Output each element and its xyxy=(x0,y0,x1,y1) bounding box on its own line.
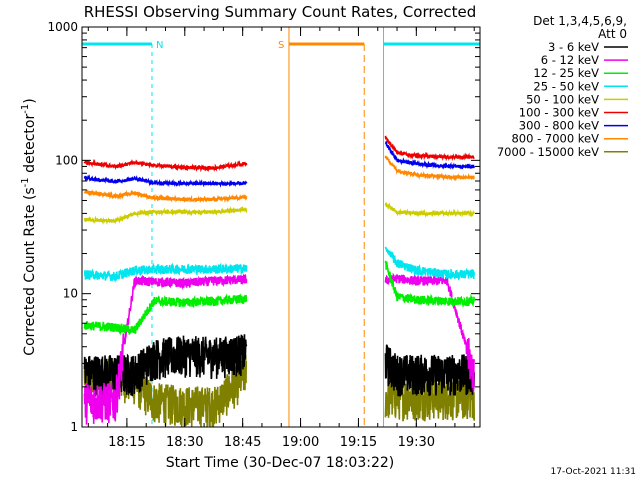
series-line xyxy=(384,260,476,309)
legend-label: 6 - 12 keV xyxy=(541,53,599,67)
y-axis-label-exponent: -1 xyxy=(20,104,31,114)
series-line xyxy=(384,139,475,170)
series-line xyxy=(384,246,476,281)
y-axis-label-part: Corrected Count Rate (s xyxy=(22,187,38,355)
flag-label: N xyxy=(156,40,163,51)
legend-header-line: Att 0 xyxy=(598,27,627,41)
series-line xyxy=(83,262,248,283)
y-axis-label-part: ) xyxy=(22,98,38,103)
series-line xyxy=(83,273,248,425)
flag-label: S xyxy=(278,40,284,51)
y-axis-label-part: detector xyxy=(22,114,38,178)
y-tick-label: 1000 xyxy=(47,20,78,34)
series-line xyxy=(83,293,248,336)
series-line xyxy=(384,344,476,397)
series-line xyxy=(83,158,248,173)
legend-header-line: Det 1,3,4,5,6,9, xyxy=(533,14,627,28)
y-tick-label: 100 xyxy=(55,153,78,167)
footer-timestamp: 17-Oct-2021 11:31 xyxy=(551,467,636,477)
series-line xyxy=(384,272,476,392)
legend-label: 3 - 6 keV xyxy=(548,40,599,54)
series-line xyxy=(83,334,248,397)
y-tick-label: 10 xyxy=(63,287,78,301)
series-line xyxy=(83,205,248,225)
x-tick-label: 19:00 xyxy=(282,435,319,450)
legend-label: 12 - 25 keV xyxy=(533,66,599,80)
legend-label: 25 - 50 keV xyxy=(533,79,599,93)
x-tick-label: 18:45 xyxy=(224,435,261,450)
legend-label: 100 - 300 keV xyxy=(519,106,599,120)
legend-label: 7000 - 15000 keV xyxy=(497,145,599,159)
chart-axes: 1 10 100 1000 18:15 18:30 18:45 19:00 19:15 19:30 xyxy=(47,20,480,450)
chart-title: RHESSI Observing Summary Count Rates, Co… xyxy=(84,3,477,21)
series-line xyxy=(384,202,475,219)
legend-label: 50 - 100 keV xyxy=(526,92,599,106)
y-tick-label: 1 xyxy=(70,420,78,434)
x-tick-label: 19:30 xyxy=(398,435,435,450)
series-line xyxy=(83,189,248,204)
x-axis-label: Start Time (30-Dec-07 18:03:22) xyxy=(166,455,394,471)
legend-label: 800 - 7000 keV xyxy=(511,132,599,146)
series-line xyxy=(384,135,475,162)
y-axis-label-exponent: -1 xyxy=(20,177,31,187)
x-tick-label: 18:15 xyxy=(108,435,145,450)
series-line xyxy=(83,174,248,188)
series-line xyxy=(384,155,475,182)
x-tick-label: 19:15 xyxy=(340,435,377,450)
x-tick-label: 18:30 xyxy=(166,435,203,450)
y-axis-label: Corrected Count Rate (s-1 detector-1) xyxy=(20,98,38,355)
legend-label: 300 - 800 keV xyxy=(519,119,599,133)
count-rate-series xyxy=(83,135,476,428)
